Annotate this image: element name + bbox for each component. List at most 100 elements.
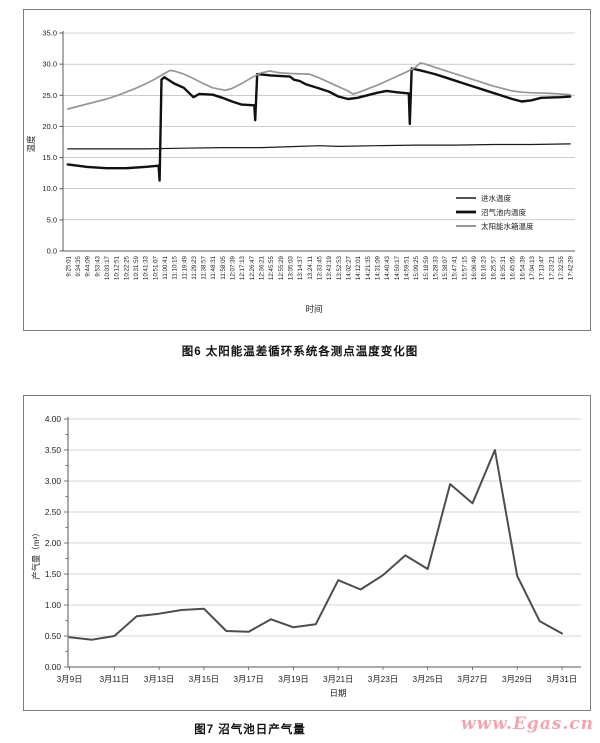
x-tick-label: 9:34:35 xyxy=(75,255,82,276)
x-tick-label: 17:42:29 xyxy=(568,255,575,280)
x-axis-title: 日期 xyxy=(329,688,346,698)
x-tick-label: 17:13:47 xyxy=(539,255,546,280)
y-axis-title: 温度 xyxy=(26,135,36,153)
y-tick-label: 0.50 xyxy=(45,631,62,641)
x-tick-label: 10:03:17 xyxy=(104,255,111,280)
x-tick-label: 16:06:49 xyxy=(471,255,478,280)
series-digester-temp xyxy=(66,67,572,182)
figure7-gas-output-chart: 4.00 3.50 3.00 2.50 2.00 1.50 1.00 0.50 0.00 3月9日… xyxy=(23,395,591,711)
x-tick-label: 16:45:05 xyxy=(510,255,517,280)
fig6-gridlines xyxy=(63,32,575,221)
fig6-axes xyxy=(59,31,575,252)
x-tick-label: 16:54:39 xyxy=(519,255,526,280)
x-tick-label: 10:22:25 xyxy=(123,255,130,280)
x-tick-label: 12:45:55 xyxy=(268,255,275,280)
x-tick-label: 13:05:03 xyxy=(288,255,295,280)
x-tick-label: 14:12:01 xyxy=(355,255,362,280)
fig7-axes xyxy=(64,417,581,668)
y-tick-label: 35.0 xyxy=(42,29,57,38)
x-tick-label: 14:59:51 xyxy=(403,255,410,280)
x-tick-label: 3月13日 xyxy=(144,674,174,684)
x-axis-title: 时间 xyxy=(305,304,322,314)
x-tick-label: 17:23:21 xyxy=(548,255,555,280)
fig7-x-axis-title: 日期 xyxy=(329,688,346,698)
x-tick-label: 11:10:15 xyxy=(172,255,179,279)
x-tick-label: 14:50:17 xyxy=(394,255,401,280)
x-tick-label: 15:57:15 xyxy=(461,255,468,280)
x-tick-label: 3月31日 xyxy=(547,674,577,684)
x-tick-label: 9:25:01 xyxy=(65,255,72,276)
x-tick-label: 3月23日 xyxy=(368,674,398,684)
fig7-y-axis-labels: 4.00 3.50 3.00 2.50 2.00 1.50 1.00 0.50 0.00 xyxy=(45,414,62,672)
y-tick-label: 5.0 xyxy=(47,215,57,224)
y-tick-label: 2.00 xyxy=(45,538,62,548)
x-tick-label: 10:41:33 xyxy=(143,255,150,280)
y-tick-label: 1.00 xyxy=(45,600,62,610)
x-tick-label: 12:07:39 xyxy=(230,255,237,280)
x-tick-label: 9:44:09 xyxy=(85,255,92,276)
y-tick-label: 4.00 xyxy=(45,414,62,424)
x-tick-label: 16:25:57 xyxy=(490,255,497,280)
y-tick-label: 10.0 xyxy=(42,184,57,193)
fig6-x-axis-labels: 9:25:01 9:34:35 9:44:09 9:53:43 10:03:17 10:1… xyxy=(65,255,574,280)
y-tick-label: 2.50 xyxy=(45,507,62,517)
y-axis-title: 产气量（m³） xyxy=(31,528,41,579)
x-tick-label: 11:58:05 xyxy=(220,255,227,279)
x-tick-label: 11:48:31 xyxy=(210,255,217,279)
x-tick-label: 14:21:35 xyxy=(365,255,372,280)
x-tick-label: 9:53:43 xyxy=(94,255,101,276)
x-tick-label: 3月25日 xyxy=(412,674,442,684)
figure6-caption: 图6 太阳能温差循环系统各测点温度变化图 xyxy=(181,346,419,358)
x-tick-label: 3月27日 xyxy=(457,674,487,684)
figure6-plot: 35.0 30.0 25.0 20.0 15.0 10.0 5.0 0.0 9:25:01 9:3… xyxy=(26,29,575,314)
x-tick-label: 11:19:49 xyxy=(181,255,188,279)
watermark-logo: www.Egas.cn xyxy=(460,714,594,734)
x-tick-label: 16:16:23 xyxy=(481,255,488,280)
x-tick-label: 10:12:51 xyxy=(114,255,121,280)
series-daily-gas-output xyxy=(68,449,563,641)
figure6-temperature-chart: 35.0 30.0 25.0 20.0 15.0 10.0 5.0 0.0 9:25:01 9:3… xyxy=(23,9,591,331)
x-tick-label: 15:47:41 xyxy=(452,255,459,280)
y-tick-label: 30.0 xyxy=(42,60,57,69)
x-tick-label: 13:52:53 xyxy=(336,255,343,280)
fig7-series xyxy=(68,449,563,641)
x-tick-label: 14:31:09 xyxy=(374,255,381,280)
x-tick-label: 13:33:45 xyxy=(317,255,324,280)
x-tick-label: 14:40:43 xyxy=(384,255,391,280)
x-tick-label: 17:32:55 xyxy=(558,255,565,280)
series-solar-tank-temp xyxy=(66,62,572,110)
x-tick-label: 17:04:13 xyxy=(529,255,536,280)
x-tick-label: 3月21日 xyxy=(323,674,353,684)
fig6-series xyxy=(66,62,572,182)
x-tick-label: 12:36:21 xyxy=(259,255,266,280)
x-tick-label: 3月11日 xyxy=(99,674,129,684)
x-tick-label: 16:35:31 xyxy=(500,255,507,280)
x-tick-label: 13:43:19 xyxy=(326,255,333,280)
legend-label: 太阳能水箱温度 xyxy=(481,221,534,231)
x-tick-label: 10:31:59 xyxy=(133,255,140,280)
figure7-plot: 4.003.503.002.502.001.501.000.500.003月9日… xyxy=(31,414,581,698)
x-tick-label: 13:24:11 xyxy=(307,255,314,279)
y-tick-label: 3.50 xyxy=(45,445,62,455)
series-inlet-temp xyxy=(67,143,571,150)
x-tick-label: 12:17:13 xyxy=(239,255,246,280)
fig7-gridlines xyxy=(68,418,581,637)
y-tick-label: 20.0 xyxy=(42,122,57,131)
x-tick-label: 12:55:29 xyxy=(278,255,285,280)
x-tick-label: 3月17日 xyxy=(233,674,263,684)
fig7-x-axis-labels: 3月9日 3月11日 3月13日 3月15日 3月17日 3月19日 3月21日 3月23日 3… xyxy=(57,667,577,684)
y-tick-label: 25.0 xyxy=(42,91,57,100)
x-tick-label: 13:14:37 xyxy=(297,255,304,280)
x-tick-label: 15:38:07 xyxy=(442,255,449,280)
fig6-x-axis-title: 时间 xyxy=(305,304,322,314)
x-tick-label: 15:09:25 xyxy=(413,255,420,280)
fig7-y-axis-title: 产气量（m³） xyxy=(31,528,41,579)
y-tick-label: 0.0 xyxy=(47,247,57,256)
x-tick-label: 12:26:47 xyxy=(249,255,256,280)
x-tick-label: 3月29日 xyxy=(502,674,532,684)
figure7-caption: 图7 沼气池日产气量 xyxy=(194,724,306,736)
x-tick-label: 14:02:27 xyxy=(345,255,352,280)
x-tick-label: 10:51:07 xyxy=(152,255,159,280)
